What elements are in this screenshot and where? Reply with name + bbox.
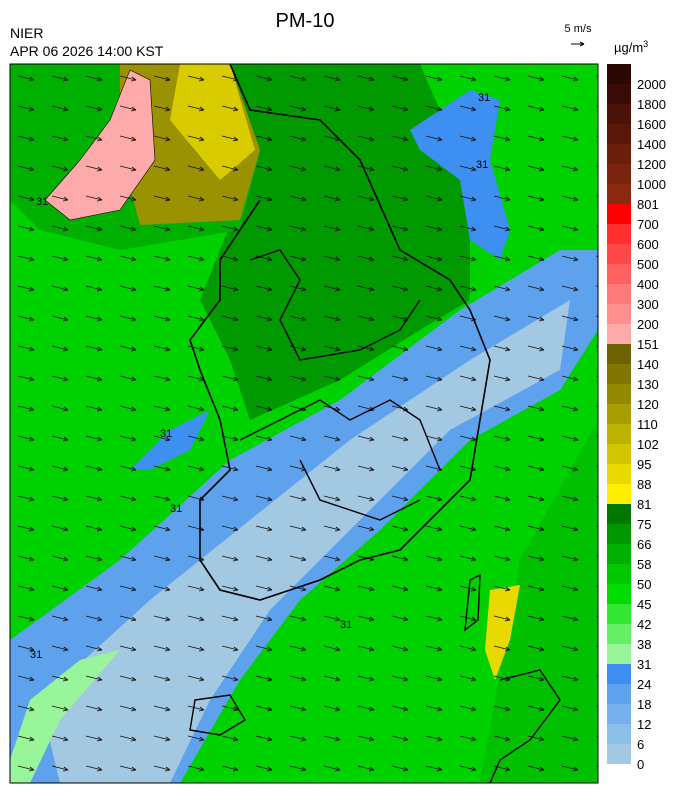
colorbar-label: 24 <box>637 677 651 692</box>
colorbar-label: 400 <box>637 277 659 292</box>
colorbar: 0 6 12 18 24 31 38 42 45 50 58 66 75 81 88 95 102 110 120 1… <box>607 64 666 772</box>
colorbar-label: 6 <box>637 737 644 752</box>
colorbar-label: 50 <box>637 577 651 592</box>
island <box>189 694 246 736</box>
colorbar-label: 130 <box>637 377 659 392</box>
colorbar-label: 12 <box>637 717 651 732</box>
colorbar-label: 18 <box>637 697 651 712</box>
province-border <box>239 249 441 521</box>
colorbar-segment <box>607 424 631 444</box>
map-title: PM-10 <box>276 10 335 32</box>
unit-sup: 3 <box>643 39 648 49</box>
colorbar-label: 88 <box>637 477 651 492</box>
colorbar-segment <box>607 204 631 224</box>
contour-labels: 31 31 31 31 31 31 31 <box>30 92 490 661</box>
colorbar-label: 1400 <box>637 137 666 152</box>
colorbar-segment <box>607 284 631 304</box>
colorbar-label: 2000 <box>637 77 666 92</box>
legend-unit: µg/m3 <box>614 39 648 55</box>
colorbar-segment <box>607 344 631 364</box>
colorbar-segment <box>607 184 631 204</box>
colorbar-segment <box>607 564 631 584</box>
colorbar-segment <box>607 684 631 704</box>
colorbar-segment <box>607 624 631 644</box>
map-frame <box>9 63 599 784</box>
colorbar-label: 102 <box>637 437 659 452</box>
colorbar-label: 75 <box>637 517 651 532</box>
coastline <box>189 64 491 601</box>
colorbar-label: 0 <box>637 757 644 772</box>
colorbar-segment <box>607 104 631 124</box>
colorbar-segment <box>607 224 631 244</box>
colorbar-segment <box>607 144 631 164</box>
contour-label: 31 <box>36 196 48 208</box>
colorbar-label: 42 <box>637 617 651 632</box>
colorbar-segment <box>607 524 631 544</box>
colorbar-segment <box>607 604 631 624</box>
colorbar-segment <box>607 64 631 84</box>
contour-label: 31 <box>170 503 182 515</box>
colorbar-label: 38 <box>637 637 651 652</box>
colorbar-segment <box>607 704 631 724</box>
colorbar-label: 1000 <box>637 177 666 192</box>
colorbar-segment <box>607 664 631 684</box>
colorbar-segment <box>607 304 631 324</box>
colorbar-segment <box>607 444 631 464</box>
wind-arrows <box>10 64 598 783</box>
colorbar-segment <box>607 84 631 104</box>
colorbar-label: 1800 <box>637 97 666 112</box>
colorbar-label: 45 <box>637 597 651 612</box>
colorbar-label: 120 <box>637 397 659 412</box>
colorbar-segment <box>607 584 631 604</box>
colorbar-label: 300 <box>637 297 659 312</box>
colorbar-segment <box>607 644 631 664</box>
contour-label: 31 <box>160 428 172 440</box>
agency: NIER <box>10 25 43 41</box>
colorbar-label: 500 <box>637 257 659 272</box>
colorbar-segment <box>607 484 631 504</box>
contour-label: 31 <box>30 649 42 661</box>
colorbar-label: 140 <box>637 357 659 372</box>
colorbar-label: 95 <box>637 457 651 472</box>
colorbar-label: 600 <box>637 237 659 252</box>
colorbar-label: 1600 <box>637 117 666 132</box>
colorbar-segment <box>607 324 631 344</box>
colorbar-label: 700 <box>637 217 659 232</box>
coastline <box>464 573 561 783</box>
colorbar-label: 200 <box>637 317 659 332</box>
colorbar-segment <box>607 544 631 564</box>
colorbar-segment <box>607 744 631 764</box>
colorbar-segment <box>607 164 631 184</box>
colorbar-segment <box>607 124 631 144</box>
contour-label: 31 <box>340 619 352 631</box>
wind-scale-label: 5 m/s <box>565 23 592 35</box>
colorbar-label: 66 <box>637 537 651 552</box>
colorbar-segment <box>607 364 631 384</box>
timestamp: APR 06 2026 14:00 KST <box>10 43 164 59</box>
colorbar-segment <box>607 384 631 404</box>
colorbar-label: 1200 <box>637 157 666 172</box>
colorbar-segment <box>607 244 631 264</box>
colorbar-label: 110 <box>637 417 658 432</box>
colorbar-label: 151 <box>637 337 659 352</box>
colorbar-segment <box>607 264 631 284</box>
colorbar-segment <box>607 464 631 484</box>
contour-label: 31 <box>478 92 490 104</box>
colorbar-label: 801 <box>637 197 659 212</box>
unit: µg/m <box>614 40 643 55</box>
colorbar-segment <box>607 724 631 744</box>
contour-label: 31 <box>476 159 488 171</box>
colorbar-segment <box>607 404 631 424</box>
wind-scale-arrow <box>571 41 585 47</box>
colorbar-label: 81 <box>637 497 651 512</box>
colorbar-label: 58 <box>637 557 651 572</box>
colorbar-segment <box>607 504 631 524</box>
map <box>10 64 598 783</box>
colorbar-label: 31 <box>637 657 651 672</box>
